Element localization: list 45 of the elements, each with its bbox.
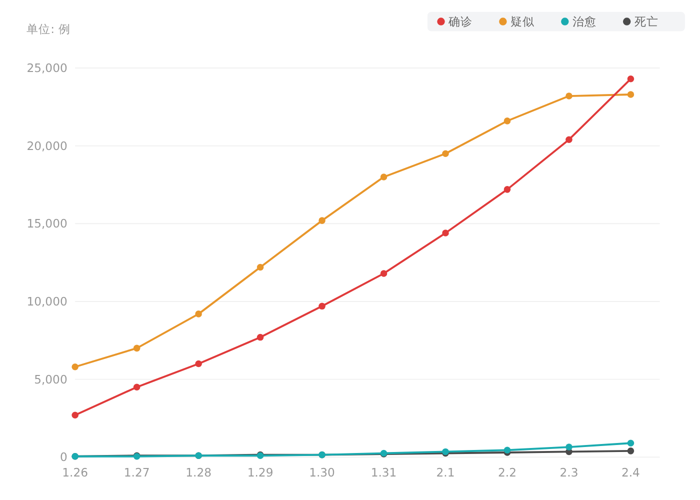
legend-label: 确诊 bbox=[448, 14, 473, 29]
point bbox=[318, 302, 326, 310]
y-tick-label: 0 bbox=[60, 450, 68, 464]
point bbox=[442, 230, 449, 236]
point bbox=[627, 76, 634, 82]
point bbox=[442, 150, 449, 158]
x-tick-label: 1.31 bbox=[370, 466, 397, 480]
point bbox=[566, 136, 572, 144]
legend-label: 疑似 bbox=[510, 14, 535, 29]
point bbox=[318, 217, 326, 224]
x-tick-label: 1.28 bbox=[186, 466, 212, 480]
point bbox=[380, 174, 388, 180]
y-tick-label: 10,000 bbox=[26, 294, 68, 309]
point bbox=[72, 412, 78, 419]
point bbox=[627, 91, 634, 98]
point bbox=[380, 270, 388, 277]
point bbox=[504, 446, 511, 454]
point bbox=[72, 363, 78, 370]
y-tick-label: 5,000 bbox=[34, 372, 68, 386]
point bbox=[627, 448, 634, 454]
y-tick-label: 20,000 bbox=[26, 138, 68, 153]
point bbox=[133, 384, 140, 390]
x-tick-label: 2.4 bbox=[621, 466, 640, 480]
legend-label: 治愈 bbox=[572, 14, 597, 29]
x-tick-label: 2.3 bbox=[560, 466, 578, 480]
x-tick-label: 1.27 bbox=[124, 466, 150, 480]
x-tick-label: 2.2 bbox=[498, 466, 516, 480]
point bbox=[504, 118, 511, 124]
point bbox=[504, 186, 511, 193]
point bbox=[256, 264, 264, 271]
x-tick-label: 2.1 bbox=[436, 466, 455, 480]
x-tick-label: 1.30 bbox=[309, 466, 335, 480]
x-tick-label: 1.29 bbox=[247, 466, 274, 480]
point bbox=[133, 344, 140, 352]
point bbox=[195, 360, 202, 368]
point bbox=[566, 444, 572, 450]
point bbox=[195, 310, 202, 318]
y-tick-label: 15,000 bbox=[26, 216, 68, 231]
y-tick-label: 25,000 bbox=[26, 61, 68, 76]
point bbox=[256, 334, 264, 341]
y-axis-title: 单位: 例 bbox=[26, 22, 70, 36]
legend-label: 死亡 bbox=[634, 14, 659, 29]
point bbox=[566, 92, 572, 100]
point bbox=[627, 440, 634, 447]
x-tick-label: 1.26 bbox=[62, 466, 88, 480]
